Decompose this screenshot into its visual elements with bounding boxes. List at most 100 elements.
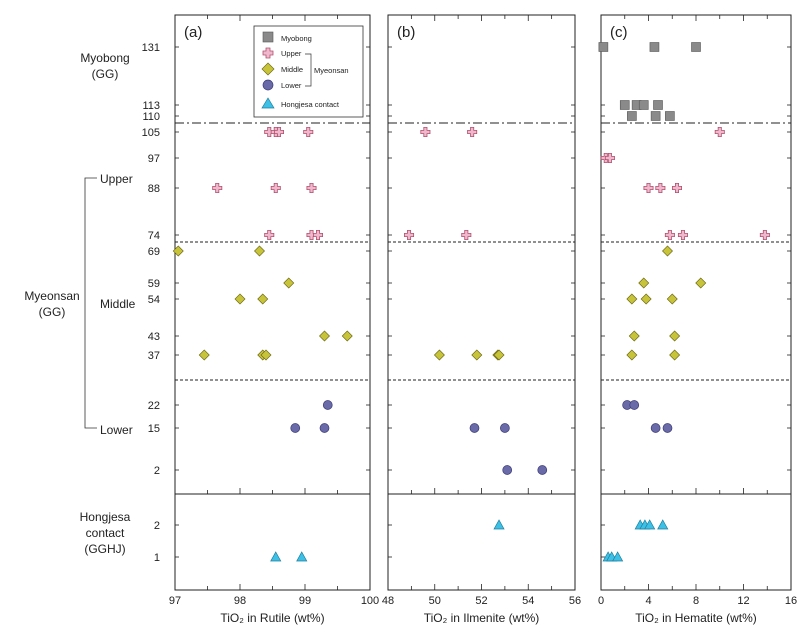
legend-myobong-marker [262, 31, 274, 43]
upper-point [467, 127, 478, 137]
middle-point [260, 349, 272, 361]
lower-point [662, 423, 673, 433]
myeonsan-bracket [84, 177, 97, 429]
x-tick-label: 100 [361, 595, 379, 607]
legend-upper-label: Upper [281, 49, 302, 58]
upper-point [306, 183, 317, 193]
lower-group-label: Lower [100, 423, 133, 437]
myeonsan-code-label: (GG) [39, 305, 66, 319]
upper-point [274, 127, 284, 137]
middle-point [662, 245, 673, 257]
middle-group-label: Middle [100, 297, 136, 311]
lower-point [650, 423, 661, 433]
x-tick-label: 52 [475, 595, 487, 607]
legend-lower-marker [262, 79, 274, 91]
x-tick-label: 98 [234, 595, 246, 607]
sample-tick-label: 15 [148, 423, 160, 435]
sample-tick-label: 88 [148, 183, 160, 195]
lower-point [629, 400, 640, 410]
x-axis-label: TiO₂ in Hematite (wt%) [635, 611, 757, 625]
lower-point [469, 423, 480, 433]
upper-point [303, 127, 314, 137]
x-tick-label: 8 [693, 595, 699, 607]
myobong-point [649, 42, 660, 52]
upper-point [714, 127, 725, 137]
sample-tick-label: 43 [148, 331, 160, 343]
sample-tick-label: 22 [148, 400, 160, 412]
sample-tick-label: 69 [148, 246, 160, 258]
upper-point [643, 183, 654, 193]
myeonsan-label: Myeonsan [24, 289, 79, 303]
middle-point [254, 245, 265, 257]
upper-point [655, 183, 666, 193]
x-tick-label: 12 [737, 595, 749, 607]
upper-point [461, 230, 472, 240]
middle-point [283, 277, 295, 289]
myobong-point [598, 42, 609, 52]
x-tick-label: 48 [382, 595, 394, 607]
middle-point [172, 245, 184, 257]
middle-point [433, 349, 445, 361]
sample-tick-label: 54 [148, 294, 160, 306]
myobong-point [691, 42, 701, 52]
legend-myeonsan-bracket [305, 53, 312, 87]
legend-upper-marker [262, 47, 274, 59]
hongjesa-code-label: (GGHJ) [84, 542, 125, 556]
middle-point [640, 293, 652, 305]
panel-a: 97 98 99 100 TiO₂ in Rutile (wt%) (a) [169, 14, 379, 625]
hongjesa-point [644, 519, 656, 530]
x-tick-label: 99 [299, 595, 311, 607]
x-tick-label: 54 [522, 595, 534, 607]
panel-label: (c) [610, 24, 628, 41]
upper-point [759, 230, 770, 240]
hongjesa-tick-label: 1 [154, 552, 160, 564]
hongjesa-point [612, 551, 624, 562]
middle-point [198, 349, 210, 361]
myobong-point [638, 100, 649, 110]
panel-label: (a) [184, 24, 202, 41]
x-axis-label: TiO₂ in Rutile (wt%) [220, 611, 324, 625]
upper-point [212, 183, 223, 193]
x-tick-label: 0 [598, 595, 604, 607]
upper-point [270, 183, 281, 193]
myobong-label: Myobong [80, 51, 129, 65]
lower-point [502, 465, 513, 475]
hongjesa-point [657, 519, 669, 530]
x-tick-label: 16 [785, 595, 797, 607]
upper-point [604, 153, 615, 163]
myobong-point [653, 100, 663, 110]
middle-point [638, 277, 650, 289]
middle-point [493, 349, 505, 361]
upper-point [264, 230, 275, 240]
upper-point [664, 230, 675, 240]
sample-tick-label: 59 [148, 278, 160, 290]
legend-hongjesa-marker [261, 97, 275, 109]
x-tick-label: 50 [429, 595, 441, 607]
lower-point [537, 465, 548, 475]
upper-point [420, 127, 431, 137]
sample-tick-label: 97 [148, 153, 160, 165]
x-axis-label: TiO₂ in Ilmenite (wt%) [424, 611, 540, 625]
legend-middle-label: Middle [281, 65, 303, 74]
hongjesa-label: Hongjesa [80, 510, 131, 524]
myobong-point [650, 111, 661, 121]
upper-point [404, 230, 415, 240]
panel-c: 0 4 8 12 16 TiO₂ in Hematite (wt%) (c) [598, 14, 797, 625]
middle-point [319, 330, 330, 342]
panel-b: 48 50 52 54 56 TiO₂ in Ilmenite (wt%) (b) [382, 14, 581, 625]
lower-point [319, 423, 330, 433]
middle-point [695, 277, 707, 289]
myobong-code-label: (GG) [92, 67, 119, 81]
panel-frame [387, 14, 576, 591]
lower-point [322, 400, 333, 410]
upper-point [313, 230, 323, 240]
x-tick-label: 4 [645, 595, 651, 607]
middle-point [626, 349, 638, 361]
middle-point [471, 349, 483, 361]
sample-tick-label: 110 [142, 111, 160, 123]
myobong-point [619, 100, 630, 110]
upper-point [672, 183, 682, 193]
